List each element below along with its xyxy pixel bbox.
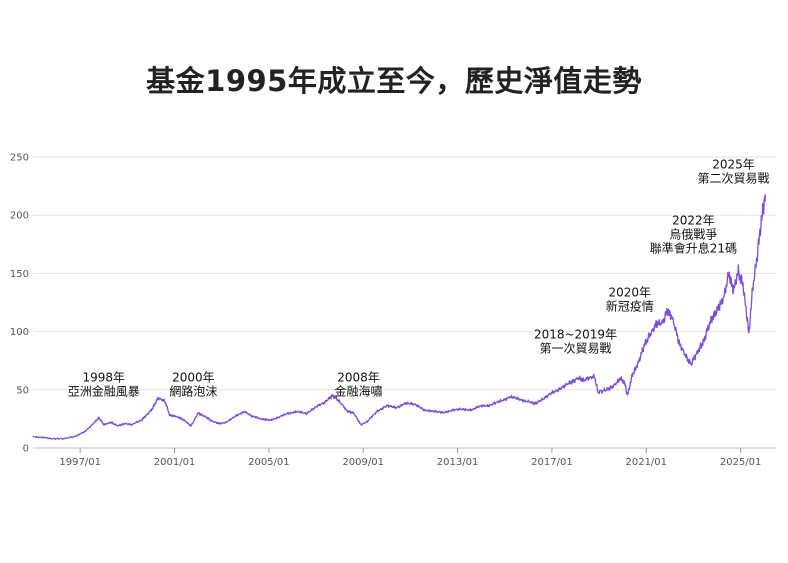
annotation-label: 第一次貿易戰 xyxy=(540,342,612,356)
annotation-label: 新冠疫情 xyxy=(606,299,654,314)
annotation-label: 網路泡沫 xyxy=(169,384,217,399)
x-tick-label: 2021/01 xyxy=(625,457,667,468)
annotation-label: 金融海嘯 xyxy=(334,384,382,399)
grid-lines xyxy=(33,156,776,449)
annotation-label: 第二次貿易戰 xyxy=(698,172,770,186)
x-tick-label: 2017/01 xyxy=(531,457,573,468)
x-tick-label: 2001/01 xyxy=(154,457,196,468)
x-tick-label: 2005/01 xyxy=(248,457,290,468)
y-tick-label: 0 xyxy=(23,444,29,455)
annotation-label: 2000年 xyxy=(172,371,215,385)
annotation-label: 亞洲金融風暴 xyxy=(68,384,140,399)
series-lines xyxy=(32,194,767,441)
y-axis-ticks: 0 50 100 150 200 250 xyxy=(10,153,29,455)
annotation-label: 2022年 xyxy=(672,213,715,227)
y-tick-label: 250 xyxy=(10,153,29,164)
y-tick-label: 150 xyxy=(10,269,29,280)
annotation-label: 1998年 xyxy=(82,371,125,385)
x-tick-label: 2009/01 xyxy=(342,457,384,468)
x-axis-ticks: 1997/01 2001/01 2005/01 2009/01 2013/01 2017/… xyxy=(59,448,761,468)
x-tick-label: 1997/01 xyxy=(59,457,101,468)
annotation-label: 2025年 xyxy=(712,158,755,172)
y-tick-label: 50 xyxy=(16,385,29,396)
y-tick-label: 200 xyxy=(10,211,29,222)
annotation-label: 聯準會升息21碼 xyxy=(650,240,737,255)
series-line-0 xyxy=(32,194,767,441)
x-tick-label: 2025/01 xyxy=(720,457,762,468)
y-tick-label: 100 xyxy=(10,327,29,338)
annotation-label: 烏俄戰爭 xyxy=(669,227,717,241)
x-tick-label: 2013/01 xyxy=(437,457,479,468)
annotation-label: 2018~2019年 xyxy=(534,328,617,342)
annotation-label: 2008年 xyxy=(337,371,380,385)
annotations: 1998年亞洲金融風暴2000年網路泡沫2008年金融海嘯2018~2019年第… xyxy=(68,158,770,399)
page-title: 基金1995年成立至今，歷史淨值走勢 xyxy=(146,64,642,98)
annotation-label: 2020年 xyxy=(608,286,651,300)
